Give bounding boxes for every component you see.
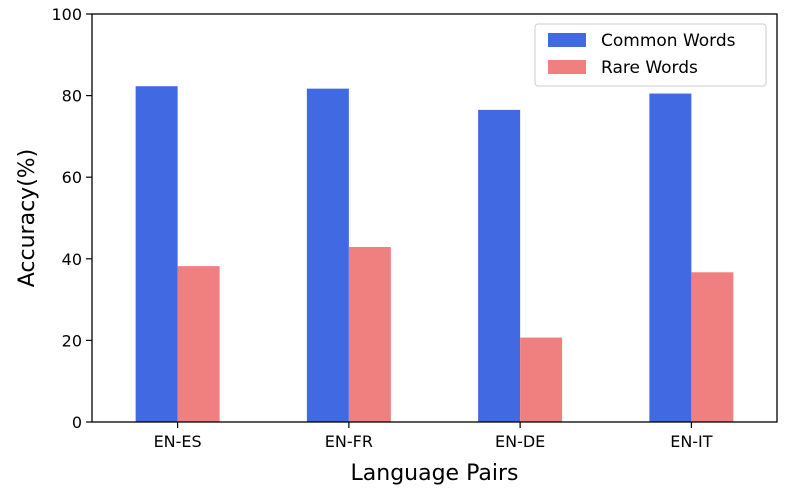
y-tick-label: 20 [62,331,82,350]
x-axis-title: Language Pairs [351,461,519,486]
bar-en-fr-rare-words [348,246,391,422]
bar-en-es-common-words [135,86,178,422]
bars-group [135,86,734,422]
legend-swatch-rare-words [548,60,586,74]
y-tick-label: 40 [62,250,82,269]
x-tick-label: EN-DE [495,432,545,451]
legend-label-common-words: Common Words [601,31,736,51]
bar-en-fr-common-words [306,88,349,422]
legend-box [534,23,767,87]
y-tick-label: 0 [72,413,82,432]
plot-frame [91,13,778,423]
x-tick-label: EN-ES [154,432,202,451]
y-tick-label: 80 [62,87,82,106]
legend-label-rare-words: Rare Words [601,58,698,78]
bar-en-es-rare-words [177,266,220,422]
x-axis: EN-ES EN-FR EN-DE EN-IT [154,422,713,451]
y-axis-title: Accuracy(%) [15,149,40,288]
y-axis: 0 20 40 60 80 100 [51,5,92,432]
y-tick-label: 60 [62,168,82,187]
legend-swatch-common-words [548,33,586,47]
legend: Common Words Rare Words [534,23,767,87]
x-tick-label: EN-IT [670,432,713,451]
bar-en-it-common-words [649,93,692,422]
bar-en-de-rare-words [520,337,563,422]
bar-en-it-rare-words [691,272,734,422]
y-tick-label: 100 [51,5,82,24]
x-tick-label: EN-FR [325,432,373,451]
bar-en-de-common-words [478,109,521,422]
